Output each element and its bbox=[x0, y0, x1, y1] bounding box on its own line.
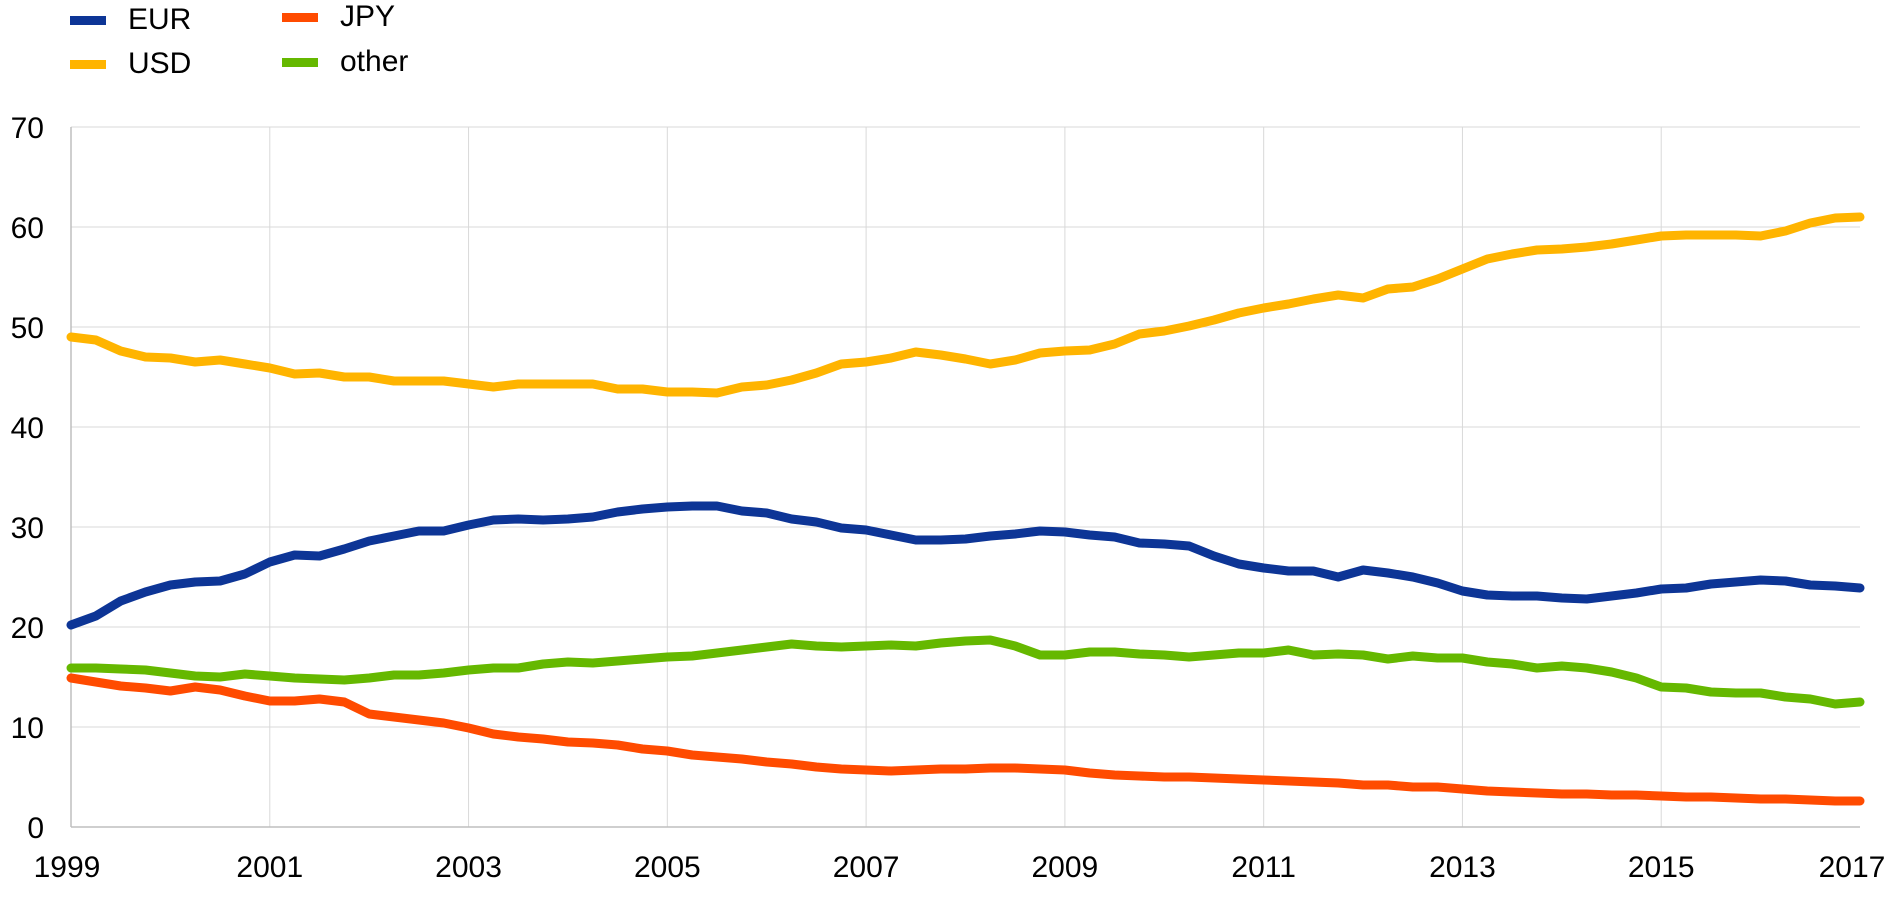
series-line-other bbox=[66, 635, 1865, 709]
x-tick-label: 2005 bbox=[634, 851, 701, 884]
y-tick-label: 60 bbox=[11, 212, 44, 245]
y-tick-label: 50 bbox=[11, 312, 44, 345]
legend-swatch-other bbox=[282, 57, 318, 67]
y-tick-label: 0 bbox=[27, 812, 44, 845]
series-line-eur bbox=[66, 501, 1865, 630]
x-tick-label: 2017 bbox=[1819, 851, 1886, 884]
legend-item-other: other bbox=[282, 45, 408, 79]
y-tick-label: 10 bbox=[11, 712, 44, 745]
chart-axes bbox=[70, 127, 1860, 828]
legend-label-usd: USD bbox=[128, 47, 192, 80]
chart-legend: EUR JPY USD other bbox=[0, 0, 1890, 90]
chart-grid bbox=[71, 126, 1860, 827]
legend-item-eur: EUR bbox=[70, 3, 191, 37]
x-tick-label: 2001 bbox=[236, 851, 303, 884]
y-tick-label: 30 bbox=[11, 512, 44, 545]
x-tick-label: 2015 bbox=[1628, 851, 1695, 884]
x-tick-label: 2013 bbox=[1429, 851, 1496, 884]
chart-tick-labels: 0 10 20 30 40 50 60 70 1999 2001 2003 2005 2007 2009 2… bbox=[11, 112, 1886, 884]
legend-swatch-usd bbox=[70, 59, 106, 69]
x-tick-label: 2003 bbox=[435, 851, 502, 884]
series-line-usd bbox=[66, 212, 1865, 398]
x-tick-label: 2009 bbox=[1032, 851, 1099, 884]
legend-label-eur: EUR bbox=[128, 3, 192, 36]
y-tick-label: 20 bbox=[11, 612, 44, 645]
legend-swatch-eur bbox=[70, 15, 106, 25]
x-tick-label: 2011 bbox=[1231, 851, 1296, 884]
legend-item-jpy: JPY bbox=[282, 0, 395, 34]
legend-item-usd: USD bbox=[70, 47, 191, 81]
y-tick-label: 40 bbox=[11, 412, 44, 445]
x-tick-label: 2007 bbox=[833, 851, 900, 884]
legend-label-other: other bbox=[340, 45, 409, 78]
y-tick-label: 70 bbox=[11, 112, 44, 145]
chart-series bbox=[66, 212, 1865, 806]
series-line-jpy bbox=[66, 673, 1865, 806]
legend-label-jpy: JPY bbox=[340, 0, 396, 33]
x-tick-label: 1999 bbox=[34, 851, 101, 884]
legend-swatch-jpy bbox=[282, 12, 318, 22]
